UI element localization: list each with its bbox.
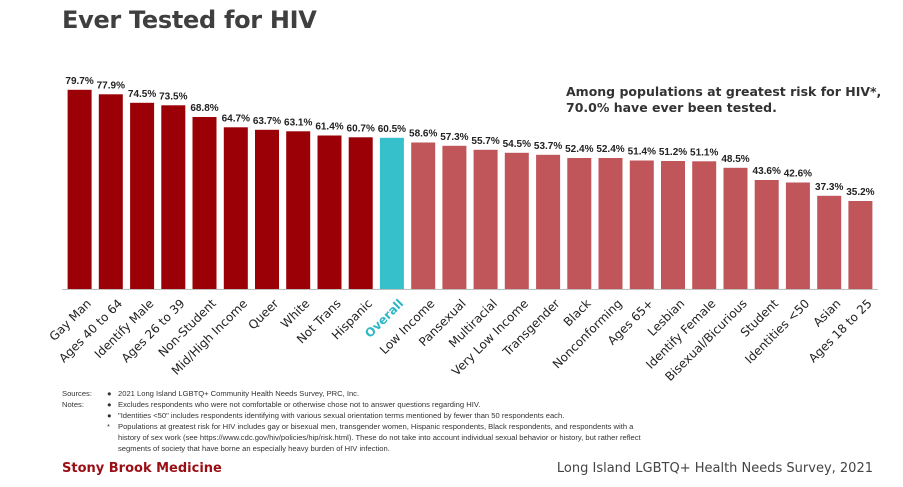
- note-bullet: [107, 443, 118, 454]
- value-label: 55.7%: [471, 136, 499, 147]
- value-label: 35.2%: [846, 187, 874, 198]
- bar: [255, 129, 279, 290]
- value-label: 52.4%: [596, 144, 624, 155]
- note-row-0: Sources: ● 2021 Long Island LGBTQ+ Commu…: [62, 388, 641, 399]
- bar: [67, 89, 92, 290]
- bar: [661, 161, 685, 289]
- callout-line-2: 70.0% have ever been tested.: [566, 100, 777, 115]
- value-label: 37.3%: [815, 182, 843, 193]
- bar: [504, 152, 529, 290]
- value-label: 54.5%: [503, 139, 531, 150]
- value-label: 74.5%: [128, 89, 156, 100]
- note-bullet: [107, 432, 118, 443]
- bar: [692, 161, 717, 290]
- bar: [785, 182, 810, 289]
- survey-name: Long Island LGBTQ+ Health Needs Survey, …: [556, 461, 873, 476]
- value-label: 51.4%: [628, 147, 656, 158]
- bar: [536, 154, 561, 290]
- value-label: 73.5%: [159, 91, 187, 102]
- bar: [161, 105, 186, 290]
- value-label: 61.4%: [315, 122, 343, 133]
- bar: [379, 137, 404, 290]
- bar: [629, 160, 654, 289]
- note-row-1: Notes: ● Excludes respondents who were n…: [62, 399, 641, 410]
- value-label: 77.9%: [97, 80, 125, 91]
- value-label: 51.1%: [690, 147, 718, 158]
- bar: [473, 149, 498, 290]
- value-label: 42.6%: [784, 169, 812, 180]
- bar: [754, 180, 779, 289]
- value-label: 63.1%: [284, 117, 312, 128]
- note-bullet: ●: [107, 389, 112, 398]
- value-label: 48.5%: [721, 154, 749, 165]
- value-label: 57.3%: [440, 132, 468, 143]
- chart-title: Ever Tested for HIV: [62, 6, 317, 34]
- value-label: 60.5%: [378, 124, 406, 135]
- value-label: 68.8%: [190, 103, 218, 114]
- note-text: 2021 Long Island LGBTQ+ Community Health…: [118, 389, 360, 398]
- value-label: 51.2%: [659, 147, 687, 158]
- note-text: history of sex work (see https://www.cdc…: [118, 433, 641, 442]
- value-label: 79.7%: [65, 76, 93, 87]
- risk-callout: Among populations at greatest risk for H…: [566, 84, 881, 116]
- note-spacer: [62, 410, 107, 421]
- bar: [442, 145, 467, 290]
- note-row-5: segments of society that have borne an e…: [62, 443, 641, 454]
- note-row-4: history of sex work (see https://www.cdc…: [62, 432, 641, 443]
- note-text: segments of society that have borne an e…: [118, 444, 390, 453]
- note-text: Populations at greatest risk for HIV inc…: [118, 422, 634, 431]
- note-row-3: * Populations at greatest risk for HIV i…: [62, 421, 641, 432]
- value-label: 64.7%: [222, 113, 250, 124]
- bar: [223, 127, 248, 290]
- brand-name: Stony Brook Medicine: [62, 461, 222, 476]
- value-label: 58.6%: [409, 129, 437, 140]
- notes-label: Notes:: [62, 400, 84, 409]
- bar: [817, 195, 842, 290]
- note-text: Excludes respondents who were not comfor…: [118, 400, 481, 409]
- bar: [317, 135, 342, 289]
- bar: [567, 158, 592, 289]
- note-row-2: ● "Identities <50" includes respondents …: [62, 410, 641, 421]
- sources-label: Sources:: [62, 389, 92, 398]
- value-label: 53.7%: [534, 141, 562, 152]
- note-spacer: [62, 421, 107, 432]
- bar: [348, 137, 373, 290]
- bar: [723, 167, 748, 290]
- footnotes: Sources: ● 2021 Long Island LGBTQ+ Commu…: [62, 388, 641, 454]
- value-label: 60.7%: [347, 123, 375, 134]
- note-text: "Identities <50" includes respondents id…: [118, 411, 565, 420]
- bar: [192, 117, 217, 289]
- bar: [286, 131, 311, 290]
- bar: [411, 142, 436, 289]
- value-label: 52.4%: [565, 144, 593, 155]
- note-bullet: ●: [107, 400, 112, 409]
- note-bullet: ●: [107, 411, 112, 420]
- bar: [130, 102, 155, 290]
- value-label: 43.6%: [753, 166, 781, 177]
- note-spacer: [62, 443, 107, 454]
- bar: [98, 94, 123, 290]
- bar: [848, 201, 873, 289]
- note-bullet: *: [107, 422, 110, 431]
- value-label: 63.7%: [253, 116, 281, 127]
- note-spacer: [62, 432, 107, 443]
- callout-line-1: Among populations at greatest risk for H…: [566, 84, 882, 99]
- bar: [598, 158, 623, 289]
- category-label: Queer: [245, 296, 281, 332]
